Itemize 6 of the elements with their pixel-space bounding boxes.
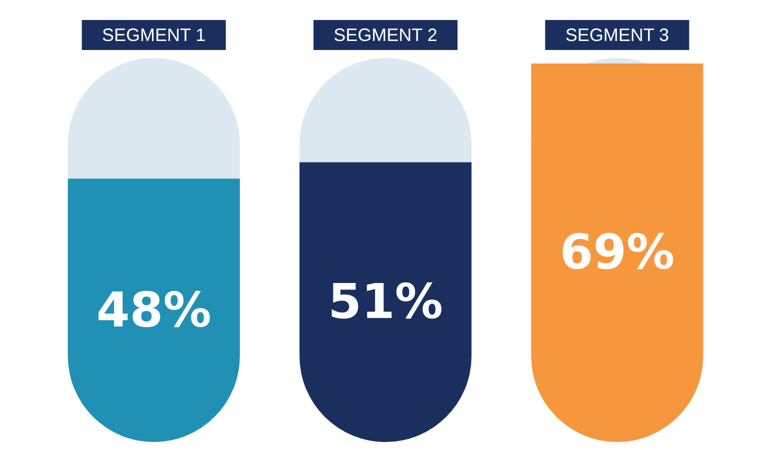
data-label: 51% [328, 274, 443, 330]
x-tick-label: SEGMENT 2 [334, 25, 438, 45]
x-tick-label: SEGMENT 3 [565, 25, 670, 45]
data-label: 48% [96, 282, 212, 338]
x-tick-label: SEGMENT 1 [102, 25, 206, 45]
data-label: 69% [560, 224, 675, 281]
